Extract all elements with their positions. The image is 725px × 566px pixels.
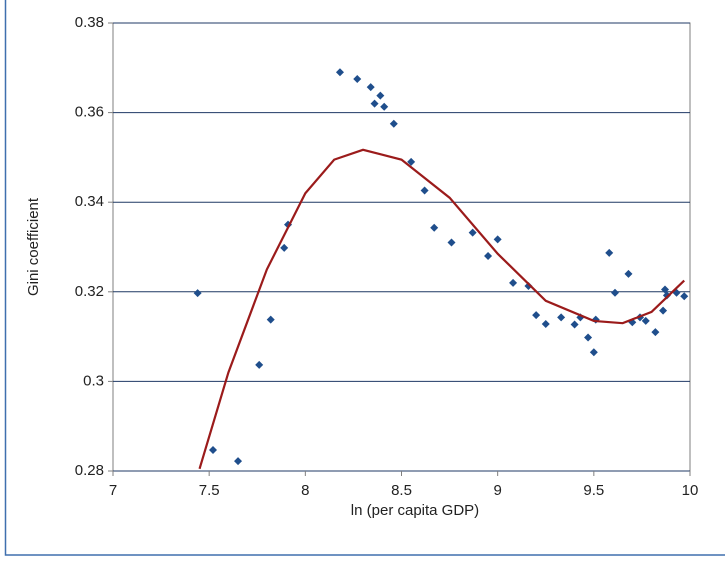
plot-area xyxy=(112,22,691,472)
x-tick-label: 7.5 xyxy=(199,482,220,499)
data-point xyxy=(532,311,541,320)
x-tick-label: 8.5 xyxy=(391,482,412,499)
y-tick-label: 0.34 xyxy=(75,193,104,210)
data-point xyxy=(366,83,375,92)
frame xyxy=(4,0,725,556)
data-point xyxy=(680,292,689,301)
data-point xyxy=(420,186,429,195)
data-point xyxy=(468,228,477,237)
data-point xyxy=(209,445,218,454)
x-tick-label: 7 xyxy=(109,482,117,499)
x-tick-label: 10 xyxy=(682,482,699,499)
data-point xyxy=(266,315,275,324)
data-point xyxy=(353,75,362,83)
data-point xyxy=(624,269,633,278)
data-point xyxy=(493,235,502,244)
x-tick-label: 9 xyxy=(493,482,501,499)
y-tick-label: 0.36 xyxy=(75,104,104,121)
y-tick-label: 0.38 xyxy=(75,14,104,31)
y-tick-label: 0.3 xyxy=(83,372,104,389)
x-tick-label: 9.5 xyxy=(583,482,604,499)
data-point xyxy=(610,288,619,297)
data-point xyxy=(255,360,264,369)
y-axis-label: Gini coefficient xyxy=(25,197,42,296)
data-point xyxy=(541,320,550,329)
data-point xyxy=(234,457,243,466)
y-tick-label: 0.32 xyxy=(75,283,104,300)
data-point xyxy=(605,248,614,257)
fit-curve xyxy=(198,148,685,470)
data-point xyxy=(584,333,593,342)
data-point xyxy=(193,289,202,298)
x-tick-label: 8 xyxy=(301,482,309,499)
data-point xyxy=(370,99,379,108)
data-point xyxy=(376,91,385,100)
data-point xyxy=(589,348,598,357)
data-point xyxy=(407,157,416,166)
data-point xyxy=(641,316,650,325)
data-point xyxy=(570,320,579,329)
y-tick-label: 0.28 xyxy=(75,462,104,479)
data-point xyxy=(280,243,289,252)
data-point xyxy=(335,68,344,77)
data-point xyxy=(484,251,493,260)
data-point xyxy=(430,223,439,232)
data-point xyxy=(557,313,566,322)
data-point xyxy=(662,291,671,300)
data-point xyxy=(380,102,389,111)
data-point xyxy=(389,119,398,128)
data-point xyxy=(509,278,518,287)
data-point xyxy=(659,306,668,315)
data-point xyxy=(524,281,533,290)
data-point xyxy=(447,238,456,247)
data-point xyxy=(651,328,660,337)
x-axis-label: ln (per capita GDP) xyxy=(351,502,479,519)
